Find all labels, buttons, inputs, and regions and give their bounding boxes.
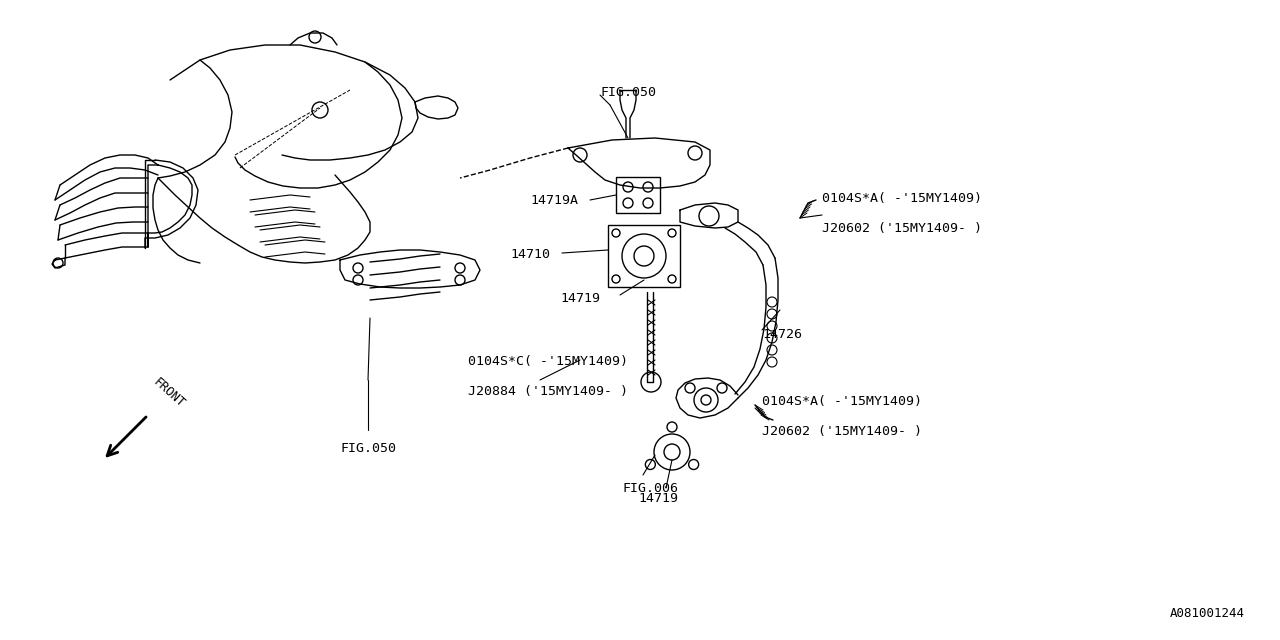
Text: FIG.050: FIG.050 <box>340 442 396 454</box>
Text: J20884 ('15MY1409- ): J20884 ('15MY1409- ) <box>468 385 628 398</box>
Text: FIG.050: FIG.050 <box>600 86 657 99</box>
Text: A081001244: A081001244 <box>1170 607 1245 620</box>
Text: 0104S*A( -'15MY1409): 0104S*A( -'15MY1409) <box>762 395 922 408</box>
Bar <box>616 177 660 213</box>
Text: J20602 ('15MY1409- ): J20602 ('15MY1409- ) <box>822 222 982 235</box>
Text: 0104S*C( -'15MY1409): 0104S*C( -'15MY1409) <box>468 355 628 368</box>
Text: FIG.006: FIG.006 <box>623 481 678 495</box>
Text: 14710: 14710 <box>509 248 550 262</box>
Text: 14726: 14726 <box>762 328 803 342</box>
Text: J20602 ('15MY1409- ): J20602 ('15MY1409- ) <box>762 425 922 438</box>
Text: FRONT: FRONT <box>151 375 188 410</box>
Bar <box>608 225 680 287</box>
Text: 14719: 14719 <box>637 492 678 504</box>
Text: 14719: 14719 <box>561 291 600 305</box>
Text: 0104S*A( -'15MY1409): 0104S*A( -'15MY1409) <box>822 192 982 205</box>
Text: 14719A: 14719A <box>530 193 579 207</box>
